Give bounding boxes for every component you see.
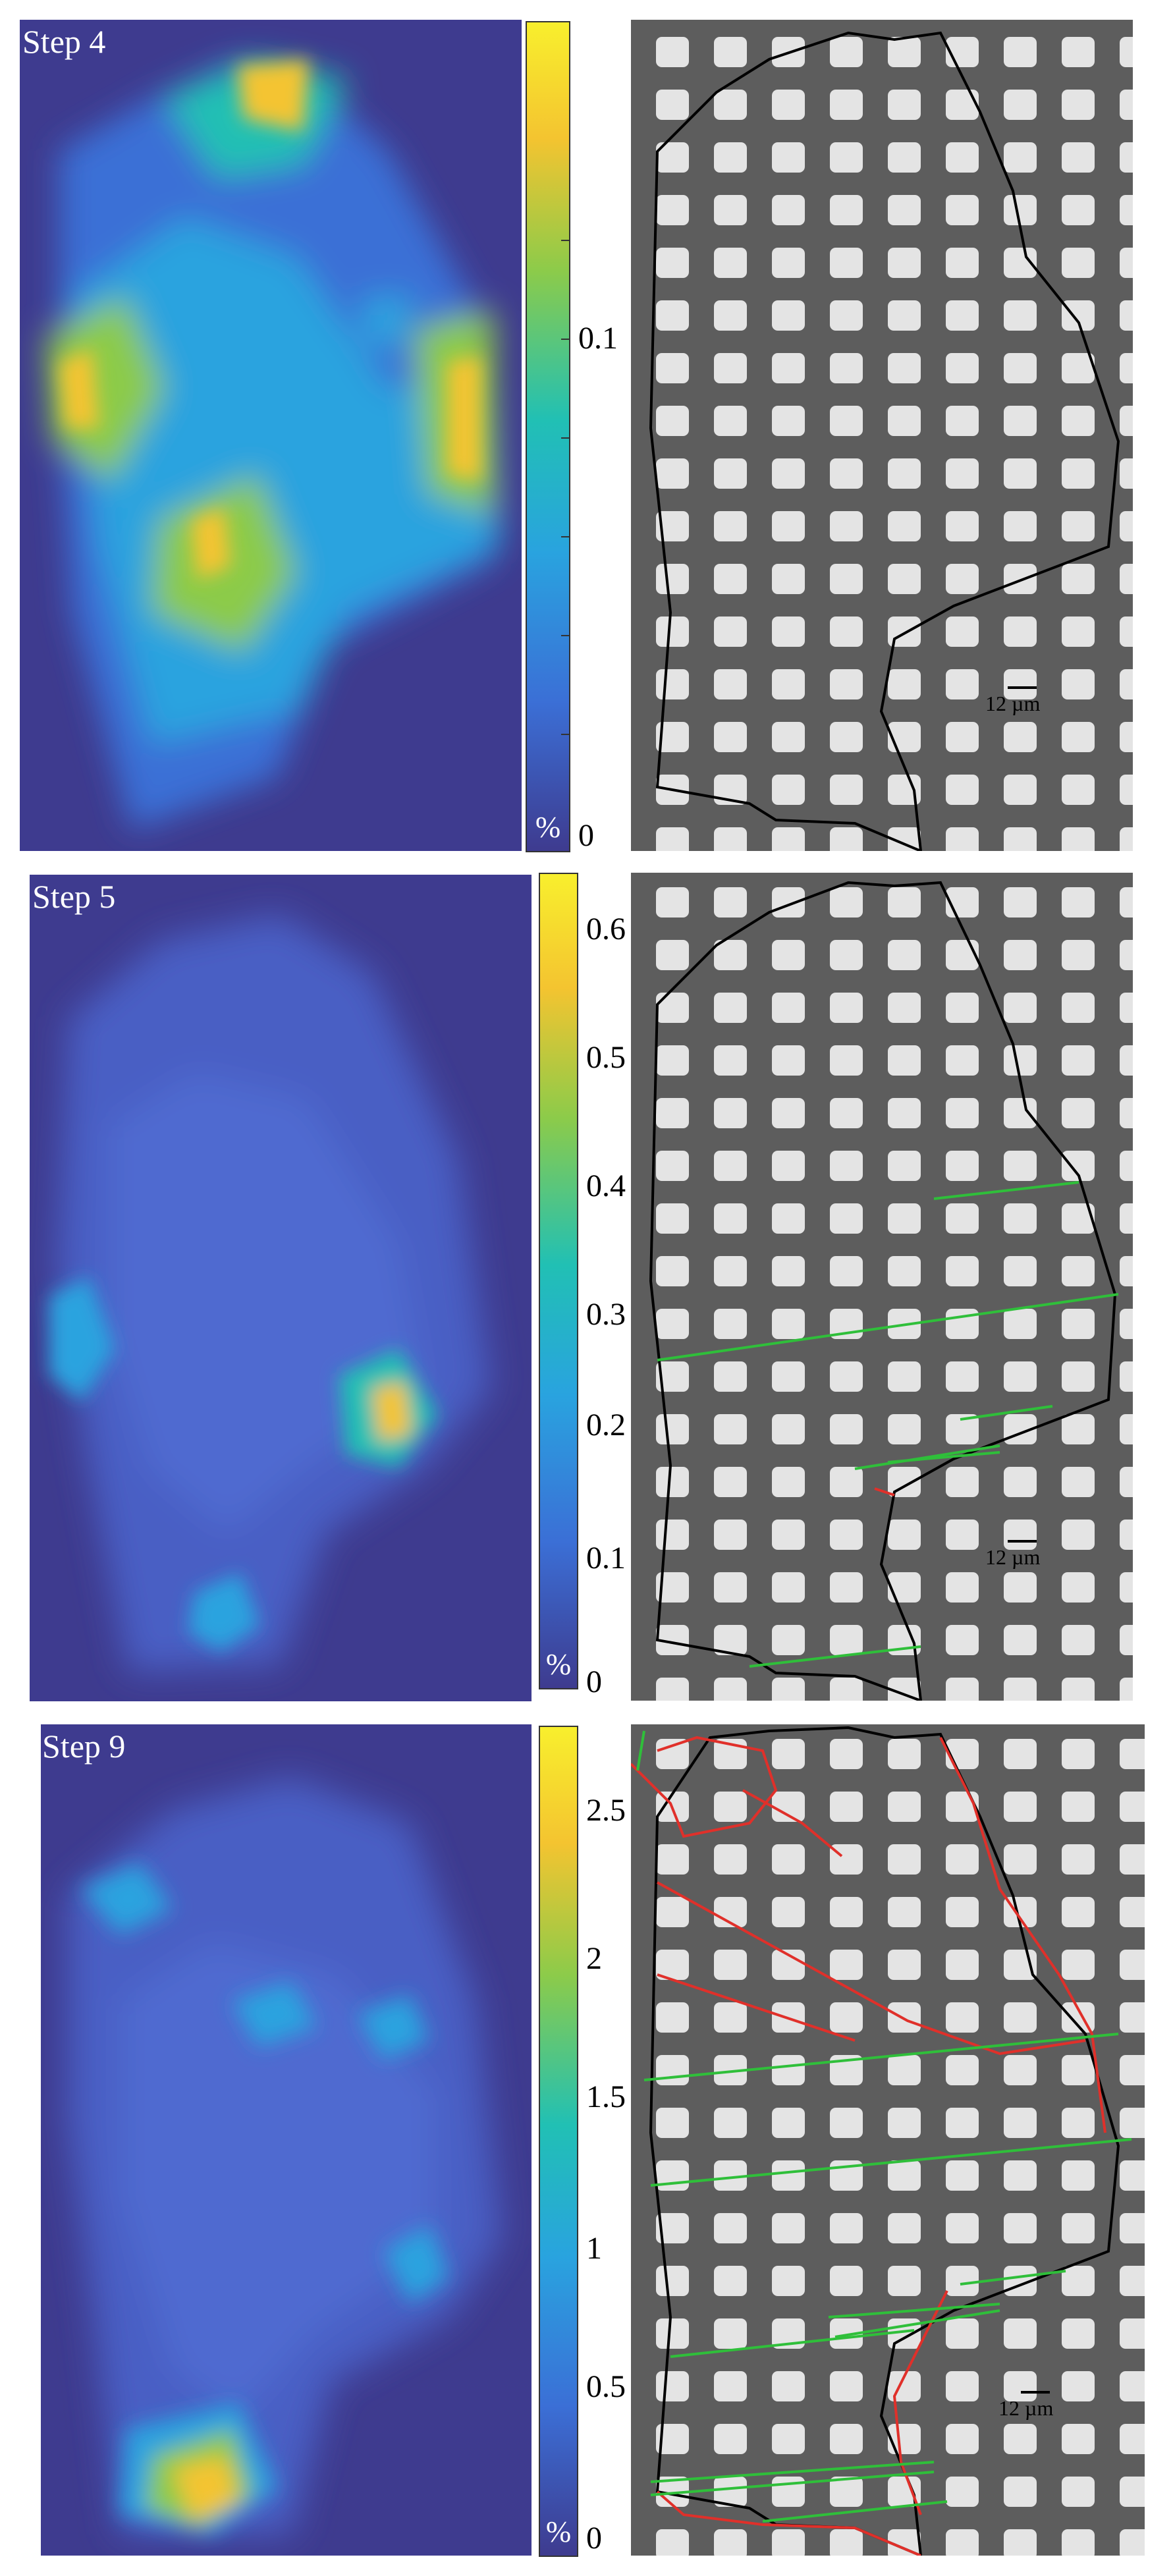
colorbar-tick (561, 635, 569, 636)
colorbar-tick-label: 0 (578, 818, 594, 853)
colorbar-unit: % (545, 2515, 572, 2548)
colorbar-tick-label: 1 (586, 2231, 602, 2266)
step-label: Step 4 (22, 23, 106, 60)
sem-micrograph-step-5-svg (631, 873, 1133, 1701)
scale-bar (1021, 2391, 1050, 2394)
sem-micrograph-step-4: 12 µm (631, 20, 1133, 851)
colorbar-tick-label: 0.3 (586, 1297, 626, 1332)
grain-boundary (649, 881, 1117, 1701)
colorbar-unit: % (545, 1647, 572, 1681)
strain-map-step-5: Step 5 (30, 875, 532, 1701)
sem-micrograph-step-5: 12 µm (631, 873, 1133, 1701)
colorbar-tick-label: 0.1 (586, 1541, 626, 1576)
colorbar-tick-label: 0.2 (586, 1408, 626, 1442)
colorbar-tick-label: 1.5 (586, 2079, 626, 2114)
colorbar-step-4: % (526, 21, 570, 852)
colorbar-tick-label: 0.5 (586, 1040, 626, 1075)
strain-map-step-4-svg (46, 59, 501, 830)
strain-map-step-4: Step 4 (20, 20, 522, 851)
step-label: Step 9 (42, 1728, 126, 1765)
scale-bar (1008, 686, 1037, 689)
colorbar-tick (561, 734, 569, 735)
colorbar-unit: % (535, 810, 561, 844)
colorbar-step-5: % (539, 873, 578, 1689)
scale-bar-label: 12 µm (985, 1545, 1041, 1569)
colorbar-step-9: % (539, 1726, 578, 2557)
sem-micrograph-step-9: 12 µm (631, 1724, 1145, 2556)
scale-bar-label: 12 µm (998, 2396, 1054, 2420)
sem-micrograph-step-9-svg (631, 1724, 1145, 2556)
colorbar-tick-label: 0.5 (586, 2369, 626, 2404)
slip-traces-green (657, 1181, 1119, 1668)
slip-traces-green (636, 1730, 1132, 2523)
colorbar-tick-label: 0 (586, 2521, 602, 2556)
colorbar-tick-label: 2 (586, 1941, 602, 1976)
colorbar-tick (561, 240, 569, 241)
colorbar-tick-label: 0.4 (586, 1168, 626, 1203)
colorbar-tick-label: 0.1 (578, 321, 618, 356)
colorbar-tick (561, 339, 569, 340)
strain-map-step-9: Step 9 (41, 1724, 532, 2556)
crack-traces-red (631, 1736, 1106, 2556)
colorbar-tick (561, 437, 569, 439)
strain-map-step-9-svg (67, 1777, 502, 2535)
colorbar-tick-label: 2.5 (586, 1793, 626, 1828)
grain-boundary (649, 31, 1120, 851)
crack-trace-red (874, 1487, 895, 1496)
step-label: Step 5 (32, 878, 116, 915)
scale-bar (1008, 1540, 1037, 1543)
colorbar-tick (561, 536, 569, 537)
sem-micrograph-step-4-svg (631, 20, 1133, 851)
grain-boundary (649, 1726, 1120, 2556)
colorbar-tick-label: 0.6 (586, 912, 626, 946)
strain-map-step-5-svg (49, 914, 491, 1672)
scale-bar-label: 12 µm (985, 692, 1041, 715)
colorbar-tick-label: 0 (586, 1664, 602, 1699)
